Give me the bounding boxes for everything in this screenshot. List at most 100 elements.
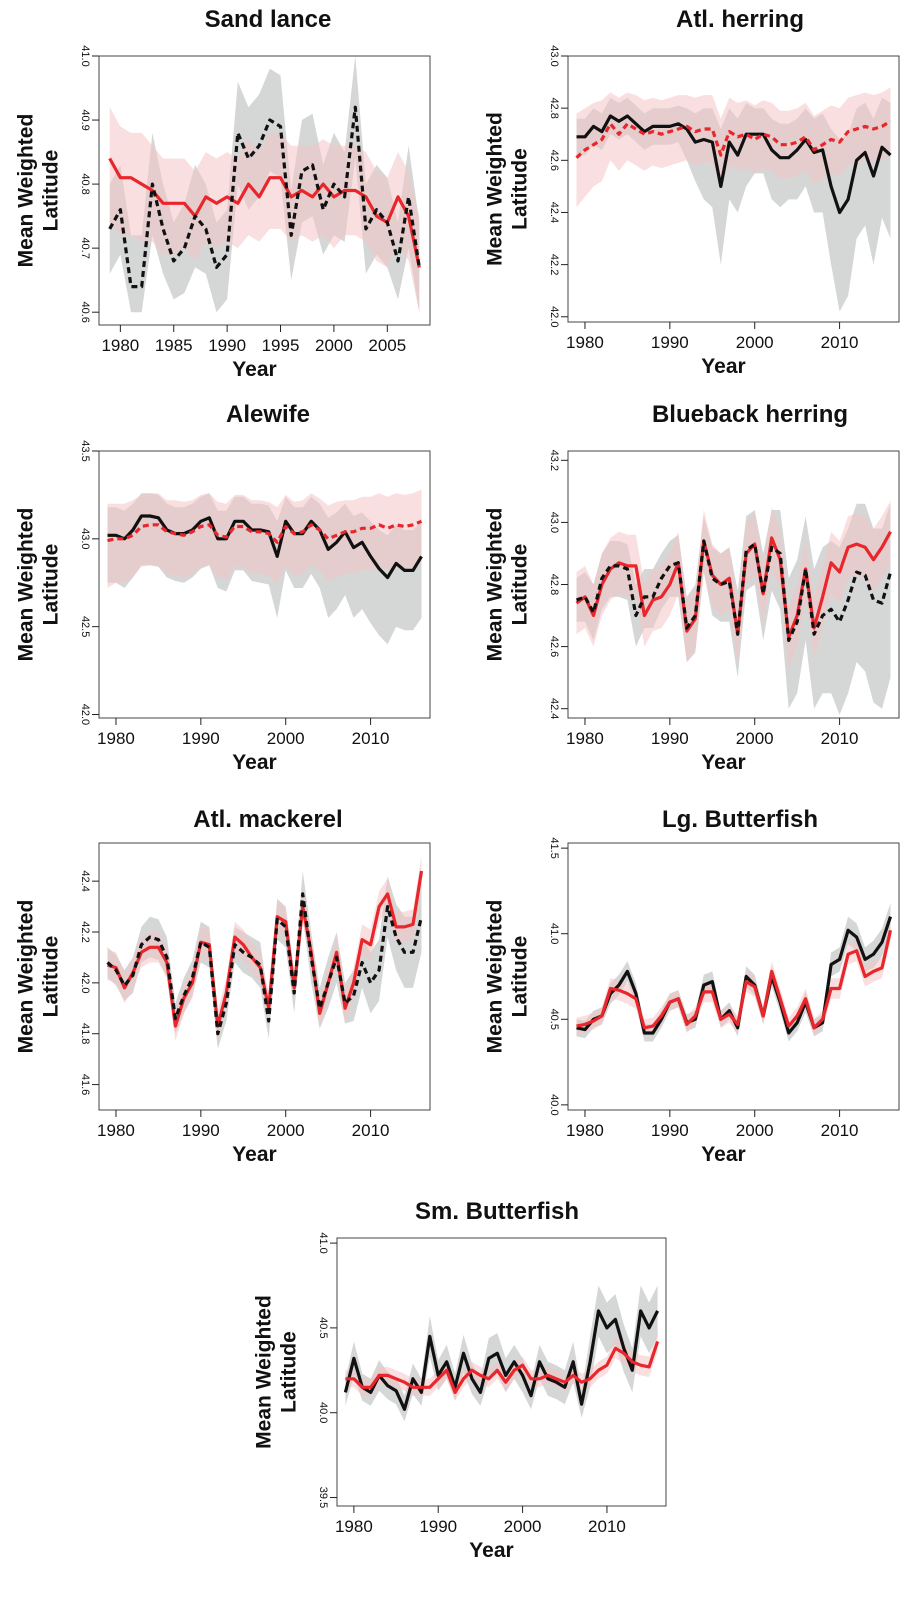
- series-line: [345, 1340, 660, 1395]
- chart-title: Lg. Butterfish: [662, 806, 818, 833]
- x-tick-label: 2000: [267, 1121, 305, 1140]
- series-line: [107, 870, 424, 1028]
- x-tick-label: 1980: [97, 729, 135, 748]
- series-line: [107, 514, 423, 580]
- y-tick-label: 42.2: [79, 921, 91, 942]
- x-tick-label: 2000: [267, 729, 305, 748]
- y-axis-label: Mean Weighted: [15, 508, 38, 662]
- y-axis-label: Latitude: [278, 1331, 301, 1413]
- series-line: [108, 105, 421, 289]
- y-tick-label: 42.2: [548, 254, 560, 275]
- y-tick-label: 41.8: [79, 1023, 91, 1044]
- chart-title: Sand lance: [205, 6, 332, 33]
- y-tick-label: 42.0: [79, 972, 91, 993]
- y-tick-label: 41.0: [548, 923, 560, 944]
- plot-area: [343, 1285, 660, 1422]
- x-tick-label: 1990: [208, 336, 246, 355]
- x-tick-label: 1980: [566, 1121, 604, 1140]
- chart-panel: Sm. Butterfish 1980 1990 2000 2010 39.5 40.0 40…: [253, 1198, 667, 1562]
- confidence-band: [107, 489, 422, 588]
- x-tick-label: 1980: [566, 729, 604, 748]
- confidence-band: [576, 920, 891, 1037]
- chart-panel: Blueback herring 1980 1990 2000 2010 42.4 42.6…: [484, 401, 900, 774]
- x-tick-label: 1980: [335, 1517, 373, 1536]
- x-tick-label: 2000: [315, 336, 353, 355]
- x-tick-label: 2000: [504, 1517, 542, 1536]
- y-tick-label: 43.5: [79, 440, 91, 461]
- plot-frame: [567, 842, 900, 1111]
- plot-area: [575, 87, 892, 312]
- x-tick-label: 2010: [588, 1517, 626, 1536]
- x-tick-label: 1980: [101, 336, 139, 355]
- y-tick-label: 40.7: [79, 237, 91, 258]
- x-tick-label: 2010: [821, 729, 859, 748]
- y-tick-label: 43.0: [548, 512, 560, 533]
- y-tick-label: 40.0: [317, 1402, 329, 1423]
- chart-panel: Atl. herring 1980 1990 2000 2010 42.0 42.2 42.4…: [484, 6, 900, 378]
- x-tick-label: 2000: [736, 729, 774, 748]
- plot-frame: [98, 55, 431, 326]
- plot-area: [106, 855, 424, 1049]
- chart-panel: Alewife 1980 1990 2000 2010 42.0 42.5 43.0 43.5 Y…: [15, 401, 431, 774]
- y-axis-label: Mean Weighted: [15, 114, 38, 268]
- x-tick-label: 2010: [821, 1121, 859, 1140]
- x-axis-label: Year: [232, 1143, 276, 1166]
- chart-panel: Lg. Butterfish 1980 1990 2000 2010 40.0 40.5 41…: [484, 806, 900, 1166]
- y-axis-label: Latitude: [509, 148, 532, 230]
- y-axis-label: Mean Weighted: [484, 112, 507, 266]
- series-line: [576, 929, 893, 1030]
- series-line: [575, 119, 892, 159]
- y-tick-label: 41.5: [548, 837, 560, 858]
- chart-title: Atl. herring: [676, 6, 804, 33]
- y-tick-label: 40.9: [79, 109, 91, 130]
- confidence-band: [109, 107, 420, 313]
- y-tick-label: 41.0: [79, 45, 91, 66]
- x-axis-label: Year: [701, 751, 745, 774]
- x-tick-label: 2010: [352, 1121, 390, 1140]
- y-axis-label: Latitude: [509, 544, 532, 626]
- y-axis-label: Mean Weighted: [15, 900, 38, 1054]
- x-tick-label: 2000: [736, 1121, 774, 1140]
- y-tick-label: 42.0: [548, 306, 560, 327]
- y-tick-label: 42.4: [79, 870, 91, 891]
- y-tick-label: 43.0: [79, 528, 91, 549]
- plot-area: [108, 56, 421, 313]
- y-tick-label: 42.4: [548, 698, 560, 719]
- x-axis-label: Year: [232, 751, 276, 774]
- x-tick-label: 2010: [821, 333, 859, 352]
- y-axis-label: Latitude: [40, 544, 63, 626]
- y-axis-label: Mean Weighted: [253, 1295, 276, 1449]
- x-tick-label: 2000: [736, 333, 774, 352]
- x-tick-label: 1980: [97, 1121, 135, 1140]
- y-tick-label: 42.4: [548, 202, 560, 223]
- y-tick-label: 40.8: [79, 173, 91, 194]
- y-tick-label: 40.5: [548, 1009, 560, 1030]
- x-tick-label: 2005: [368, 336, 406, 355]
- y-tick-label: 42.8: [548, 574, 560, 595]
- x-tick-label: 2010: [352, 729, 390, 748]
- x-tick-label: 1990: [182, 729, 220, 748]
- x-tick-label: 1990: [651, 333, 689, 352]
- y-tick-label: 42.5: [79, 616, 91, 637]
- plot-frame: [98, 842, 431, 1111]
- y-tick-label: 42.6: [548, 150, 560, 171]
- series-line: [576, 114, 892, 215]
- y-tick-label: 42.6: [548, 636, 560, 657]
- y-axis-label: Latitude: [509, 936, 532, 1018]
- x-axis-label: Year: [232, 358, 276, 381]
- y-axis-label: Latitude: [40, 150, 63, 232]
- chart-panel: Atl. mackerel 1980 1990 2000 2010 41.6 41.8 42.…: [15, 806, 431, 1166]
- y-axis-label: Mean Weighted: [484, 900, 507, 1054]
- plot-area: [575, 500, 893, 715]
- x-axis-label: Year: [469, 1539, 513, 1562]
- plot-frame: [567, 55, 900, 323]
- y-axis-label: Latitude: [40, 936, 63, 1018]
- plot-area: [576, 902, 893, 1042]
- chart-panel: Sand lance 1980 1985 1990 1995 2000 2005 40.6 40…: [15, 6, 431, 381]
- y-tick-label: 42.8: [548, 97, 560, 118]
- x-tick-label: 1995: [262, 336, 300, 355]
- x-tick-label: 1985: [155, 336, 193, 355]
- series-line: [575, 539, 893, 643]
- x-tick-label: 1990: [182, 1121, 220, 1140]
- y-tick-label: 43.0: [548, 45, 560, 66]
